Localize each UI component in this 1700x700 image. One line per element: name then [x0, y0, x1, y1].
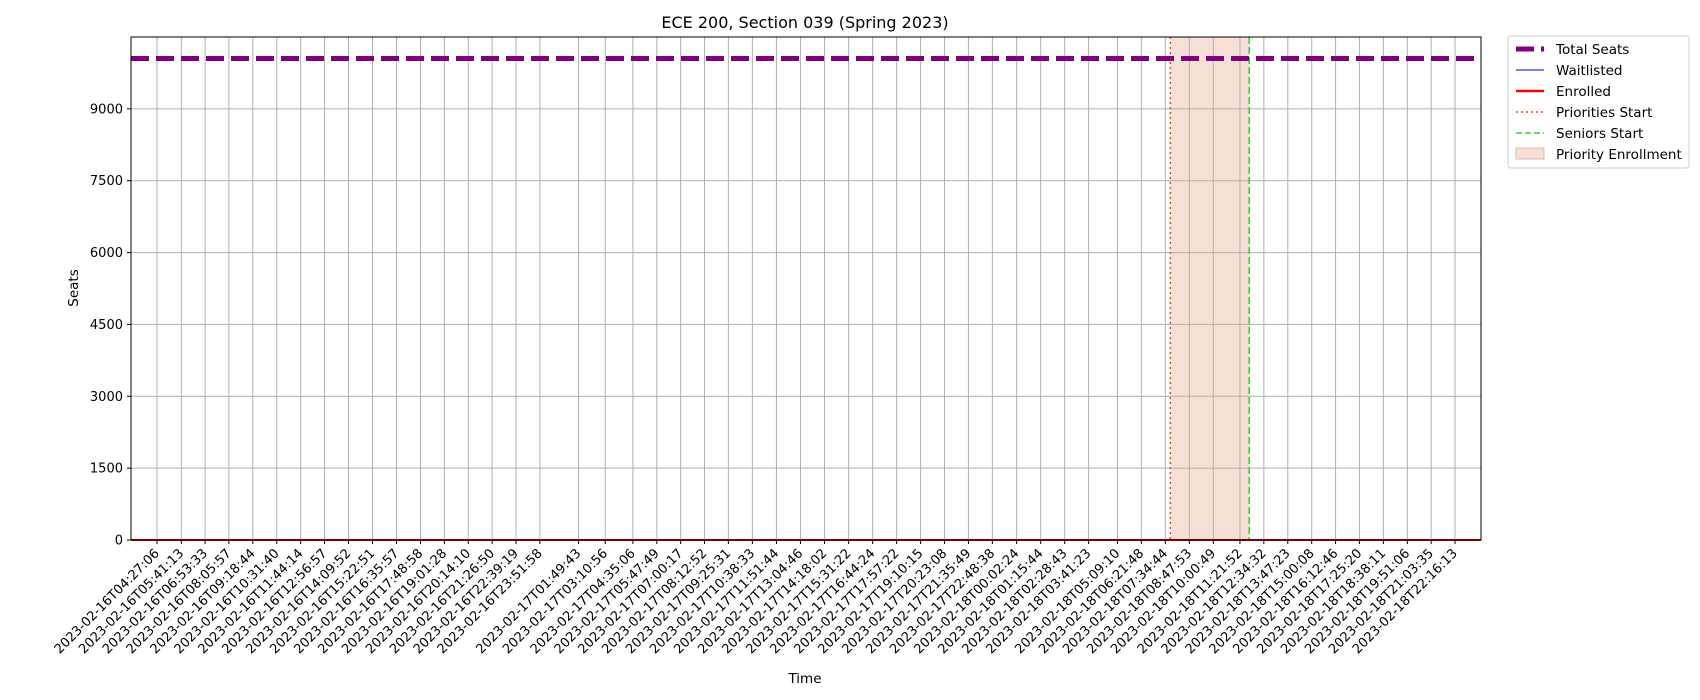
y-tick-label: 6000: [90, 246, 123, 261]
plot-area-frame: [130, 36, 1482, 541]
legend-label-seniors-start: Seniors Start: [1556, 126, 1643, 142]
y-tick-label: 3000: [90, 390, 123, 405]
legend: Total Seats Waitlisted Enrolled Priorities …: [1507, 35, 1690, 169]
legend-label-waitlisted: Waitlisted: [1556, 63, 1623, 79]
marker-layer: [1169, 37, 1250, 540]
y-axis-ticks: 0 1500 3000 4500 6000 7500 9000: [90, 102, 131, 549]
legend-label-priority-enrollment: Priority Enrollment: [1556, 147, 1682, 163]
y-tick-label: 0: [115, 534, 123, 549]
y-axis-label: Seats: [66, 269, 82, 306]
legend-box: [1507, 35, 1690, 169]
legend-label-enrolled: Enrolled: [1556, 84, 1611, 100]
y-tick-label: 4500: [90, 318, 123, 333]
legend-swatch-priority-enrollment: [1515, 147, 1545, 160]
grid-layer: [131, 37, 1481, 541]
y-tick-label: 9000: [90, 102, 123, 117]
y-tick-label: 7500: [90, 174, 123, 189]
chart-title: ECE 200, Section 039 (Spring 2023): [661, 13, 948, 32]
x-axis-ticks: 2023-02-16T04:27:062023-02-16T05:41:1320…: [52, 540, 1461, 657]
x-axis-label: Time: [787, 671, 821, 687]
legend-label-total-seats: Total Seats: [1555, 42, 1629, 58]
priority-enrollment-span: [1170, 37, 1250, 540]
legend-label-priorities-start: Priorities Start: [1556, 105, 1652, 121]
priority-enrollment-span-layer: [1170, 37, 1250, 540]
y-tick-label: 1500: [90, 462, 123, 477]
